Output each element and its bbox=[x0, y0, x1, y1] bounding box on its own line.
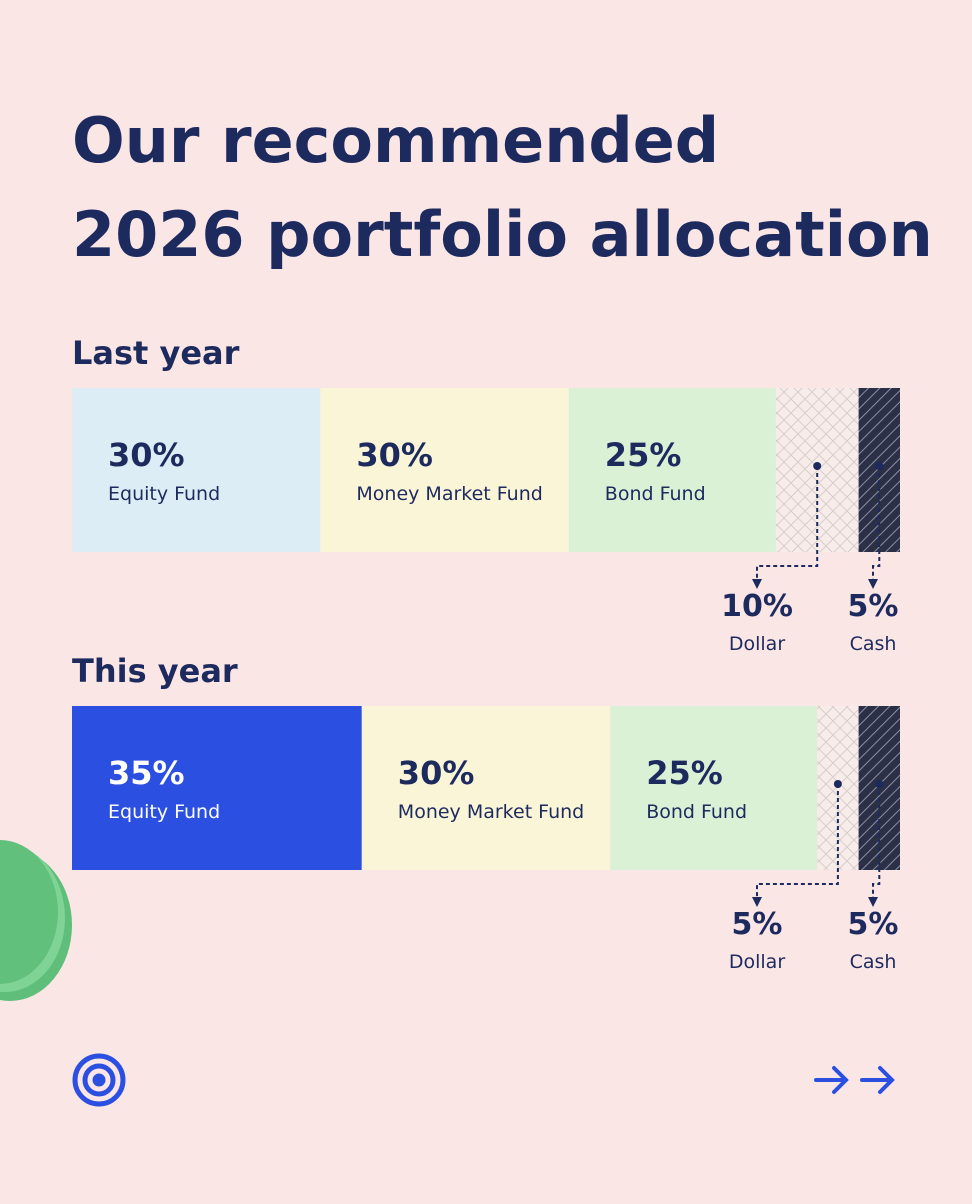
bar-segment bbox=[361, 706, 611, 870]
category-label: Bond Fund bbox=[646, 801, 747, 823]
category-label: Bond Fund bbox=[605, 483, 706, 505]
callout-line bbox=[868, 466, 881, 589]
bar-segment bbox=[610, 706, 818, 870]
chart-title: This year bbox=[72, 652, 238, 690]
category-label: Cash bbox=[850, 951, 897, 973]
category-label: Equity Fund bbox=[108, 801, 220, 823]
value-label: 30% bbox=[108, 436, 185, 474]
logo bbox=[72, 1053, 126, 1107]
chart-title: Last year bbox=[72, 334, 240, 372]
category-label: Cash bbox=[850, 633, 897, 655]
callout-line bbox=[752, 466, 819, 589]
bar-segment bbox=[320, 388, 569, 552]
value-label: 5% bbox=[848, 907, 899, 942]
value-label: 30% bbox=[356, 436, 433, 474]
value-label: 5% bbox=[732, 907, 783, 942]
category-label: Dollar bbox=[729, 633, 785, 655]
bar-segment bbox=[72, 388, 321, 552]
value-label: 35% bbox=[108, 754, 185, 792]
category-label: Dollar bbox=[729, 951, 785, 973]
value-label: 30% bbox=[398, 754, 475, 792]
category-label: Equity Fund bbox=[108, 483, 220, 505]
title-line-2: 2026 portfolio allocation bbox=[72, 198, 933, 271]
title-line-1: Our recommended bbox=[72, 104, 719, 177]
callout-line bbox=[868, 784, 881, 907]
bar-segment bbox=[568, 388, 776, 552]
value-label: 5% bbox=[848, 589, 899, 624]
value-label: 10% bbox=[721, 589, 793, 624]
coin-stack bbox=[0, 840, 72, 1001]
next-arrows[interactable] bbox=[814, 1066, 895, 1094]
value-label: 25% bbox=[605, 436, 682, 474]
category-label: Money Market Fund bbox=[398, 801, 584, 823]
bar-segment bbox=[72, 706, 362, 870]
value-label: 25% bbox=[646, 754, 723, 792]
callout-line bbox=[752, 784, 839, 907]
category-label: Money Market Fund bbox=[356, 483, 542, 505]
